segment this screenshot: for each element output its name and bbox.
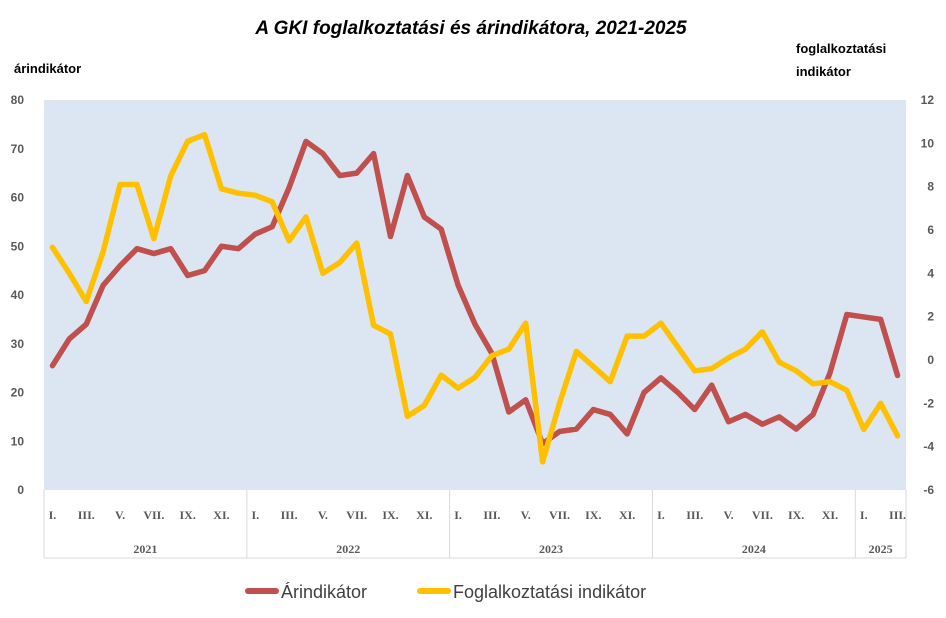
y-right-tick-label: -6 — [923, 483, 934, 497]
month-tick-label: III. — [686, 508, 703, 522]
y-right-tick-label: 8 — [927, 180, 934, 194]
y-left-axis: 0 10 20 30 40 50 60 70 80 — [11, 93, 25, 497]
legend-label-arindikator: Árindikátor — [281, 582, 367, 602]
month-tick-label: XI. — [416, 508, 432, 522]
y-left-tick-label: 30 — [11, 337, 25, 351]
y-right-tick-label: 4 — [927, 266, 934, 280]
plot-area — [44, 100, 906, 490]
month-tick-label: V. — [318, 508, 328, 522]
month-tick-label: III. — [78, 508, 95, 522]
month-tick-label: VII. — [346, 508, 367, 522]
year-label: 2025 — [869, 542, 893, 556]
chart-title: A GKI foglalkoztatási és árindikátora, 2… — [254, 18, 687, 39]
month-tick-label: VII. — [143, 508, 164, 522]
month-tick-label: XI. — [213, 508, 229, 522]
month-tick-label: IX. — [382, 508, 398, 522]
month-tick-label: I. — [657, 508, 665, 522]
y-right-tick-label: 6 — [927, 223, 934, 237]
month-tick-label: V. — [723, 508, 733, 522]
y-right-tick-label: 10 — [921, 136, 935, 150]
month-tick-label: III. — [281, 508, 298, 522]
y-left-axis-title: árindikátor — [14, 61, 81, 76]
y-right-axis: -6 -4 -2 0 2 4 6 8 10 12 — [921, 93, 935, 497]
y-left-tick-label: 60 — [11, 191, 25, 205]
y-right-tick-label: -4 — [923, 440, 934, 454]
month-tick-label: V. — [115, 508, 125, 522]
month-tick-label: VII. — [549, 508, 570, 522]
y-left-tick-label: 20 — [11, 386, 25, 400]
month-tick-label: V. — [521, 508, 531, 522]
month-tick-label: III. — [483, 508, 500, 522]
y-left-tick-label: 80 — [11, 93, 25, 107]
month-tick-label: III. — [889, 508, 906, 522]
y-left-tick-label: 40 — [11, 288, 25, 302]
y-right-tick-label: 2 — [927, 310, 934, 324]
y-right-tick-label: 12 — [921, 93, 935, 107]
series-layer — [49, 131, 901, 465]
month-tick-label: XI. — [619, 508, 635, 522]
y-left-tick-label: 70 — [11, 142, 25, 156]
x-axis: I. III. V. VII. IX. XI. 2021 I. III. V. VII. IX. XI.… — [43, 490, 907, 559]
month-tick-label: I. — [49, 508, 57, 522]
month-tick-label: XI. — [822, 508, 838, 522]
month-tick-label: I. — [251, 508, 259, 522]
month-tick-label: IX. — [788, 508, 804, 522]
month-tick-label: IX. — [585, 508, 601, 522]
month-tick-label: VII. — [752, 508, 773, 522]
y-left-tick-label: 0 — [17, 483, 24, 497]
y-right-axis-title-line-1: foglalkoztatási — [796, 41, 886, 56]
series-line-foglalkoztatasi — [49, 131, 901, 465]
month-tick-label: I. — [454, 508, 462, 522]
month-tick-label: I. — [860, 508, 868, 522]
y-right-axis-title-line-2: indikátor — [796, 64, 851, 79]
year-label: 2024 — [742, 542, 766, 556]
y-left-tick-label: 10 — [11, 434, 25, 448]
y-right-tick-label: 0 — [927, 353, 934, 367]
year-label: 2023 — [539, 542, 563, 556]
month-tick-label: IX. — [179, 508, 195, 522]
legend: Árindikátor Foglalkoztatási indikátor — [245, 582, 646, 602]
year-label: 2021 — [133, 542, 157, 556]
y-left-tick-label: 50 — [11, 239, 25, 253]
legend-label-foglalkoztatasi: Foglalkoztatási indikátor — [453, 582, 646, 602]
y-right-tick-label: -2 — [923, 396, 934, 410]
series-line-arindikator — [49, 138, 901, 447]
year-label: 2022 — [336, 542, 360, 556]
